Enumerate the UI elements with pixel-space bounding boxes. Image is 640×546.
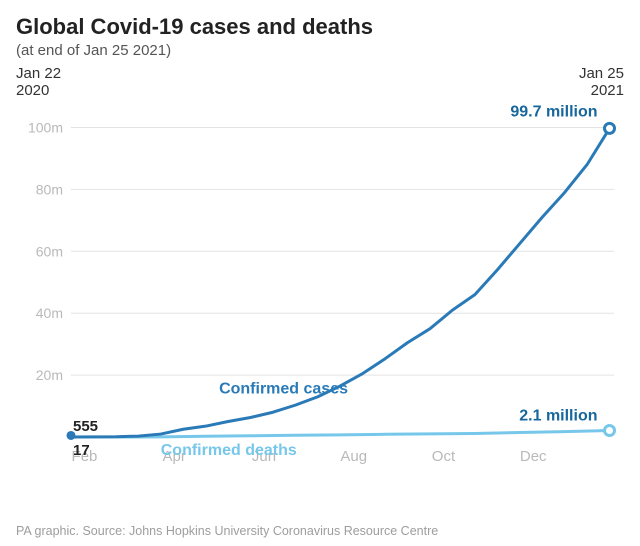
page-title: Global Covid-19 cases and deaths	[16, 14, 624, 40]
series-deaths-end-label: 2.1 million	[519, 407, 597, 424]
series-deaths-end-marker	[605, 425, 615, 435]
chart-area: 20m40m60m80m100mFebAprJunAugOctDec2.1 mi…	[16, 102, 624, 482]
chart-infographic: Global Covid-19 cases and deaths (at end…	[0, 0, 640, 546]
date-start-line1: Jan 22	[16, 65, 61, 82]
series-cases-end-marker	[605, 123, 615, 133]
x-axis-tick-label: Oct	[432, 448, 456, 465]
x-axis-tick-label: Aug	[340, 448, 367, 465]
series-deaths-start-label: 17	[73, 442, 90, 459]
date-end-line2: 2021	[579, 82, 624, 99]
y-axis-tick-label: 80m	[36, 181, 63, 197]
y-axis-tick-label: 20m	[36, 367, 63, 383]
y-axis-tick-label: 40m	[36, 305, 63, 321]
series-start-marker	[67, 430, 76, 439]
series-cases-end-label: 99.7 million	[510, 103, 597, 120]
y-axis-tick-label: 60m	[36, 243, 63, 259]
series-cases-start-label: 555	[73, 418, 98, 435]
page-subtitle: (at end of Jan 25 2021)	[16, 42, 624, 59]
date-start-line2: 2020	[16, 82, 61, 99]
series-cases-label: Confirmed cases	[219, 380, 348, 397]
series-deaths-label: Confirmed deaths	[161, 442, 297, 459]
date-range-row: Jan 22 2020 Jan 25 2021	[16, 65, 624, 100]
y-axis-tick-label: 100m	[28, 119, 63, 135]
footnote: PA graphic. Source: Johns Hopkins Univer…	[16, 524, 438, 538]
date-end-line1: Jan 25	[579, 65, 624, 82]
date-end: Jan 25 2021	[579, 65, 624, 100]
date-start: Jan 22 2020	[16, 65, 61, 100]
chart-svg: 20m40m60m80m100mFebAprJunAugOctDec2.1 mi…	[16, 102, 624, 482]
x-axis-tick-label: Dec	[520, 448, 547, 465]
